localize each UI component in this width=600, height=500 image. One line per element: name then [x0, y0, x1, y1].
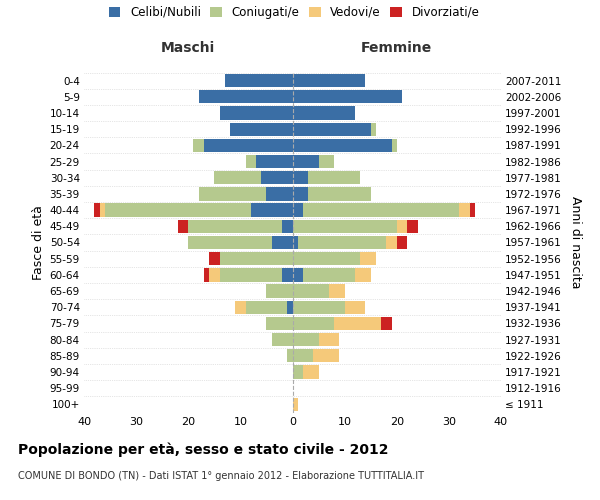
Bar	[209, 252, 220, 266]
Bar	[293, 106, 355, 120]
Bar	[272, 236, 293, 249]
Bar	[293, 188, 308, 200]
Bar	[293, 204, 303, 217]
Bar	[178, 220, 188, 233]
Bar	[293, 90, 402, 104]
Bar	[313, 349, 340, 362]
Bar	[245, 155, 256, 168]
Bar	[355, 268, 371, 281]
Bar	[293, 122, 371, 136]
Bar	[199, 90, 293, 104]
Bar	[303, 268, 355, 281]
Bar	[204, 268, 209, 281]
Bar	[308, 188, 371, 200]
Bar	[386, 236, 397, 249]
Y-axis label: Anni di nascita: Anni di nascita	[569, 196, 582, 288]
Bar	[220, 106, 293, 120]
Bar	[188, 220, 282, 233]
Bar	[293, 300, 344, 314]
Bar	[303, 204, 460, 217]
Bar	[407, 220, 418, 233]
Bar	[251, 204, 293, 217]
Legend: Celibi/Nubili, Coniugati/e, Vedovi/e, Divorziati/e: Celibi/Nubili, Coniugati/e, Vedovi/e, Di…	[109, 6, 479, 19]
Bar	[282, 268, 293, 281]
Bar	[266, 317, 293, 330]
Bar	[293, 398, 298, 411]
Bar	[293, 171, 308, 184]
Bar	[392, 138, 397, 152]
Text: Popolazione per età, sesso e stato civile - 2012: Popolazione per età, sesso e stato civil…	[18, 442, 389, 457]
Bar	[204, 138, 293, 152]
Bar	[344, 300, 365, 314]
Bar	[381, 317, 392, 330]
Bar	[293, 333, 319, 346]
Text: Maschi: Maschi	[161, 41, 215, 55]
Bar	[293, 366, 303, 378]
Bar	[220, 268, 282, 281]
Text: COMUNE DI BONDO (TN) - Dati ISTAT 1° gennaio 2012 - Elaborazione TUTTITALIA.IT: COMUNE DI BONDO (TN) - Dati ISTAT 1° gen…	[18, 471, 424, 481]
Bar	[266, 188, 293, 200]
Bar	[470, 204, 475, 217]
Bar	[293, 236, 298, 249]
Bar	[293, 284, 329, 298]
Bar	[329, 284, 344, 298]
Bar	[214, 171, 261, 184]
Bar	[293, 138, 392, 152]
Bar	[293, 155, 319, 168]
Bar	[298, 236, 386, 249]
Bar	[319, 155, 334, 168]
Bar	[193, 138, 204, 152]
Bar	[397, 236, 407, 249]
Bar	[105, 204, 251, 217]
Bar	[282, 220, 293, 233]
Bar	[199, 188, 266, 200]
Text: Femmine: Femmine	[361, 41, 433, 55]
Bar	[308, 171, 360, 184]
Bar	[225, 74, 293, 87]
Bar	[100, 204, 105, 217]
Bar	[397, 220, 407, 233]
Bar	[220, 252, 293, 266]
Bar	[293, 349, 313, 362]
Bar	[94, 204, 100, 217]
Bar	[235, 300, 245, 314]
Bar	[460, 204, 470, 217]
Bar	[334, 317, 381, 330]
Bar	[293, 317, 334, 330]
Bar	[266, 284, 293, 298]
Bar	[371, 122, 376, 136]
Bar	[272, 333, 293, 346]
Bar	[360, 252, 376, 266]
Y-axis label: Fasce di età: Fasce di età	[32, 205, 46, 280]
Bar	[287, 300, 293, 314]
Bar	[256, 155, 293, 168]
Bar	[293, 268, 303, 281]
Bar	[188, 236, 272, 249]
Bar	[287, 349, 293, 362]
Bar	[319, 333, 340, 346]
Bar	[293, 252, 360, 266]
Bar	[261, 171, 293, 184]
Bar	[303, 366, 319, 378]
Bar	[230, 122, 293, 136]
Bar	[293, 220, 397, 233]
Bar	[245, 300, 287, 314]
Bar	[209, 268, 220, 281]
Bar	[293, 74, 365, 87]
